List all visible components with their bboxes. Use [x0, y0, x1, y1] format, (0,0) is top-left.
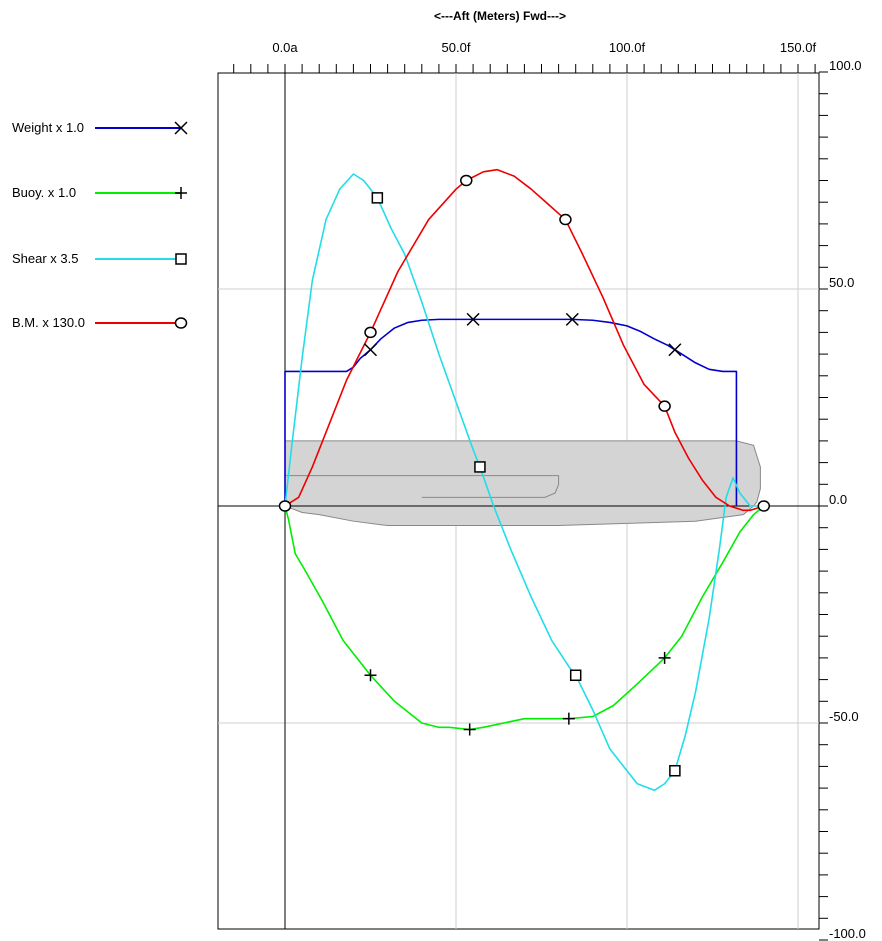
x-marker: [466, 312, 480, 326]
plus-marker: [175, 187, 187, 199]
x-tick-label: 150.0f: [780, 40, 817, 55]
legend-item: Shear x 3.5: [12, 251, 187, 266]
x-marker-stroke: [565, 312, 579, 326]
x-marker: [174, 121, 188, 135]
circle-marker: [658, 400, 671, 412]
series-line-1: [284, 505, 765, 731]
legend-item: B.M. x 130.0: [12, 315, 188, 330]
series-line-3: [284, 168, 765, 512]
series-line-2: [284, 173, 764, 792]
circle-marker: [174, 317, 188, 329]
square-marker: [669, 764, 681, 777]
circle-marker: [757, 500, 771, 512]
x-tick-labels: 0.0a 50.0f 100.0f 150.0f: [272, 40, 816, 55]
x-marker: [668, 343, 682, 357]
legend-label: Weight x 1.0: [12, 120, 84, 135]
x-marker: [565, 312, 579, 326]
legend-label: B.M. x 130.0: [12, 315, 85, 330]
x-tick-label: 100.0f: [609, 40, 646, 55]
x-tick-label: 0.0a: [272, 40, 298, 55]
y-tick-label: -100.0: [829, 926, 866, 941]
square-marker: [371, 192, 384, 204]
circle-marker: [460, 174, 473, 187]
y-tick-label: 0.0: [829, 492, 847, 507]
x-marker: [363, 343, 378, 357]
x-marker-stroke: [466, 312, 480, 326]
plot-area: [217, 64, 828, 941]
y-tick-labels: 100.0 50.0 0.0 -50.0 -100.0: [829, 58, 866, 941]
y-tick-label: -50.0: [829, 709, 859, 724]
legend-item: Weight x 1.0: [12, 120, 188, 135]
plus-marker: [463, 723, 476, 736]
legend-item: Buoy. x 1.0: [12, 185, 187, 200]
circle-marker: [559, 213, 572, 226]
x-tick-label: 50.0f: [442, 40, 471, 55]
x-marker-stroke: [668, 343, 682, 357]
legend-label: Buoy. x 1.0: [12, 185, 76, 200]
plus-marker: [658, 651, 671, 664]
square-marker: [474, 461, 486, 473]
hull-shape: [284, 440, 761, 527]
y-tick-label: 100.0: [829, 58, 862, 73]
circle-marker: [278, 500, 292, 512]
plus-marker: [364, 669, 377, 682]
legend: Weight x 1.0 Buoy. x 1.0 Shear x 3.5 B.M. x…: [12, 120, 188, 330]
circle-marker: [364, 326, 377, 339]
square-marker: [175, 253, 187, 265]
hull-profile: [284, 440, 761, 527]
x-marker-stroke: [174, 121, 188, 135]
square-marker: [569, 669, 582, 682]
y-tick-label: 50.0: [829, 275, 854, 290]
legend-label: Shear x 3.5: [12, 251, 79, 266]
plus-marker: [562, 712, 575, 725]
series-markers: [278, 174, 771, 777]
x-axis-title: <---Aft (Meters) Fwd--->: [434, 9, 566, 23]
x-marker-stroke: [363, 343, 378, 357]
